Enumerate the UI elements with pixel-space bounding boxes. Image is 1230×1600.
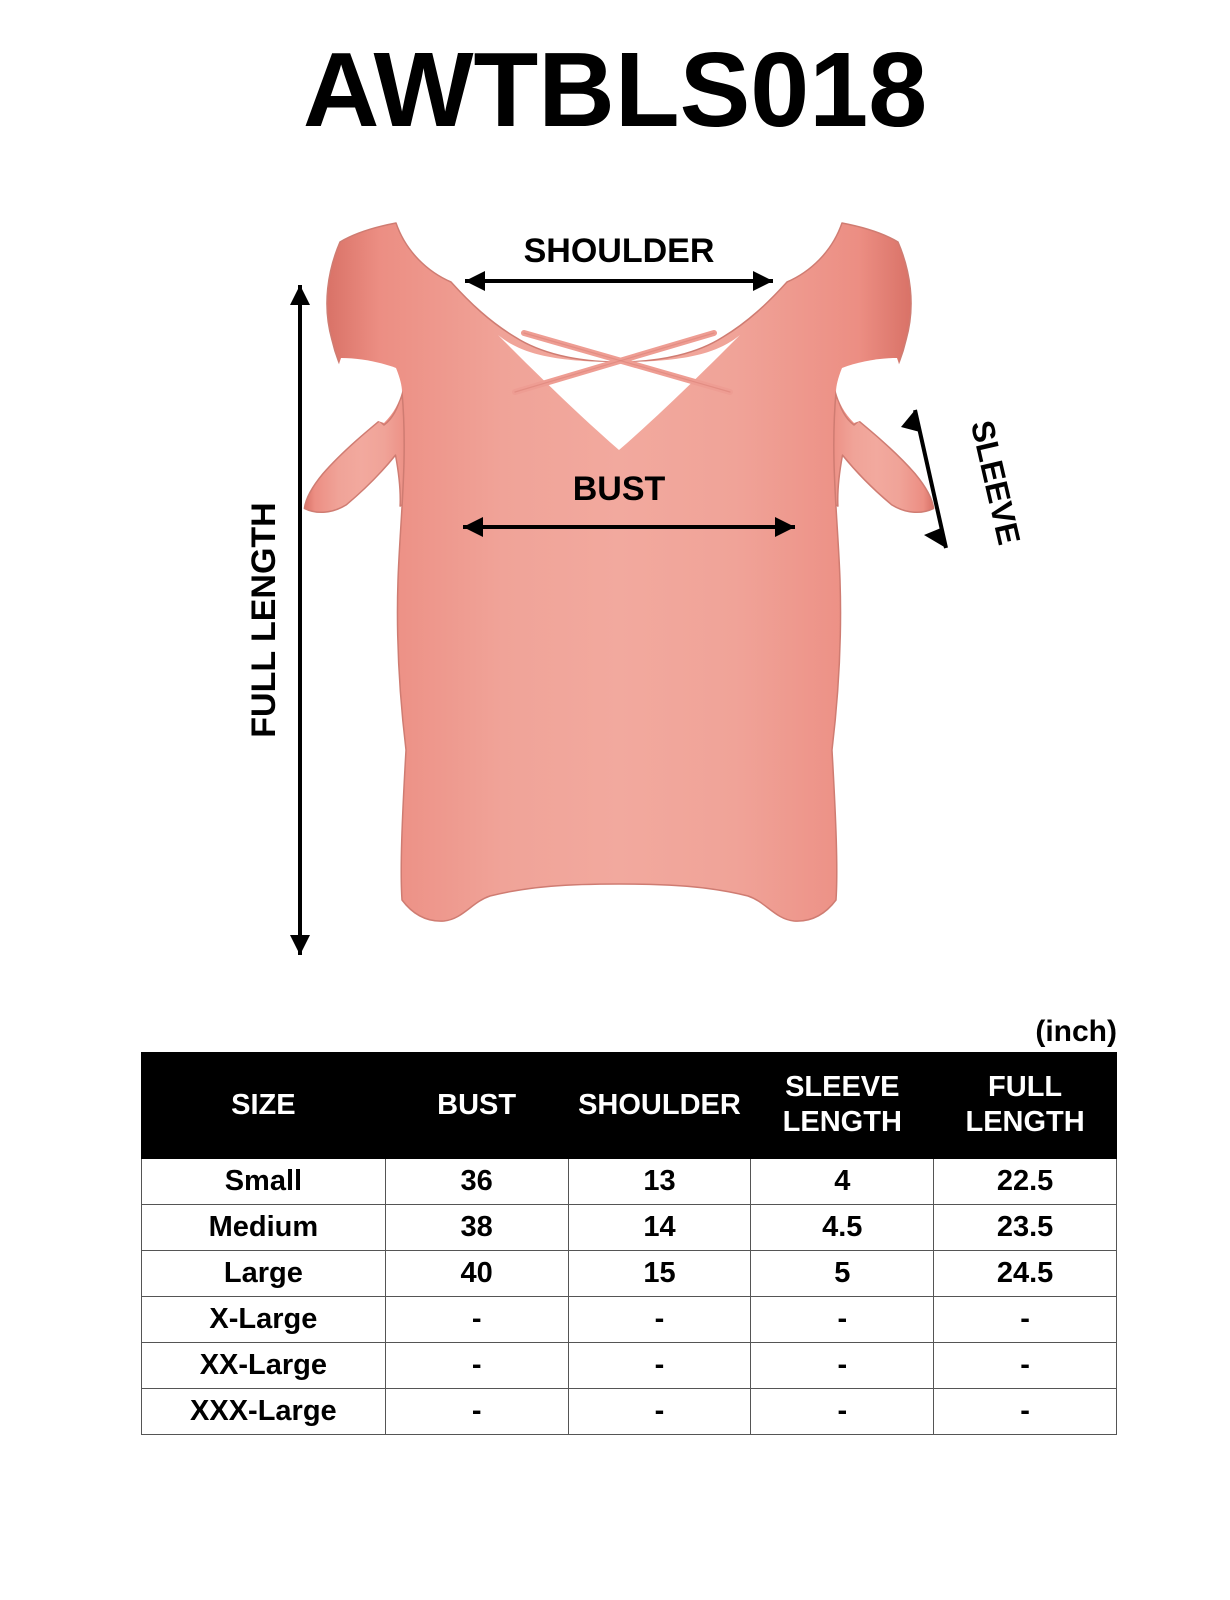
svg-text:FULL LENGTH: FULL LENGTH <box>245 502 283 737</box>
svg-text:SHOULDER: SHOULDER <box>524 232 715 270</box>
svg-text:BUST: BUST <box>573 470 666 508</box>
svg-text:SLEEVE: SLEEVE <box>964 417 1027 548</box>
